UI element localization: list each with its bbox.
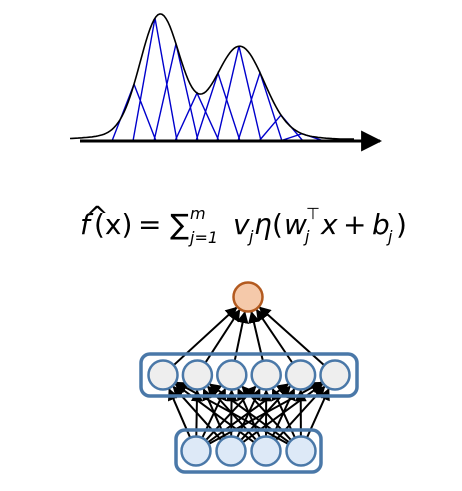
hidden-node — [147, 359, 179, 391]
approximation-plot — [69, 13, 383, 152]
input-layer-box — [174, 428, 323, 474]
edge-input-hidden — [175, 381, 289, 445]
formula-b-sub: j — [386, 227, 393, 246]
formula-v-sub: j — [247, 227, 254, 246]
formula-w-sup: ⊤ — [306, 204, 320, 223]
input-node — [250, 435, 282, 467]
input-node — [215, 435, 247, 467]
input-node — [180, 435, 212, 467]
formula-open-paren: ( — [272, 208, 283, 241]
input-node — [285, 435, 317, 467]
triangle-bumps — [111, 17, 325, 142]
formula-w-sub: j — [303, 227, 310, 246]
edge-hidden-output — [258, 306, 325, 367]
formula-hat: ^ — [86, 201, 109, 232]
triangle-bump — [132, 17, 178, 142]
target-curve — [69, 13, 354, 140]
hidden-node — [181, 359, 214, 391]
formula-plus: + — [343, 208, 366, 241]
formula-sum-lower: j=1 — [188, 228, 218, 247]
output-node — [232, 281, 264, 313]
formula-sum-upper: m — [190, 204, 206, 223]
edge-input-hidden — [208, 383, 290, 444]
edge-hidden-output — [173, 306, 238, 366]
formula-equals: = — [138, 208, 161, 241]
formula-w: w — [284, 208, 307, 241]
neural-network — [139, 281, 359, 474]
formula-v: v — [233, 208, 250, 241]
formula-b: b — [372, 208, 390, 241]
formula: ^ f (x) = ∑ m j=1 v j η ( w j ⊤ x + b j … — [80, 201, 407, 247]
edge-input-hidden — [174, 383, 255, 444]
triangle-bump — [195, 70, 241, 142]
hidden-node — [250, 359, 282, 391]
hidden-layer-box — [139, 352, 359, 398]
hidden-node — [216, 359, 248, 391]
network-nodes — [147, 281, 351, 467]
formula-x: x — [320, 208, 338, 241]
formula-arg: (x) — [94, 208, 132, 241]
hidden-node — [284, 359, 317, 391]
triangle-bump — [153, 43, 199, 142]
formula-close-paren: ) — [396, 208, 407, 241]
formula-eta: η — [254, 208, 272, 241]
formula-sum: ∑ — [170, 208, 189, 241]
hidden-node — [319, 359, 351, 391]
